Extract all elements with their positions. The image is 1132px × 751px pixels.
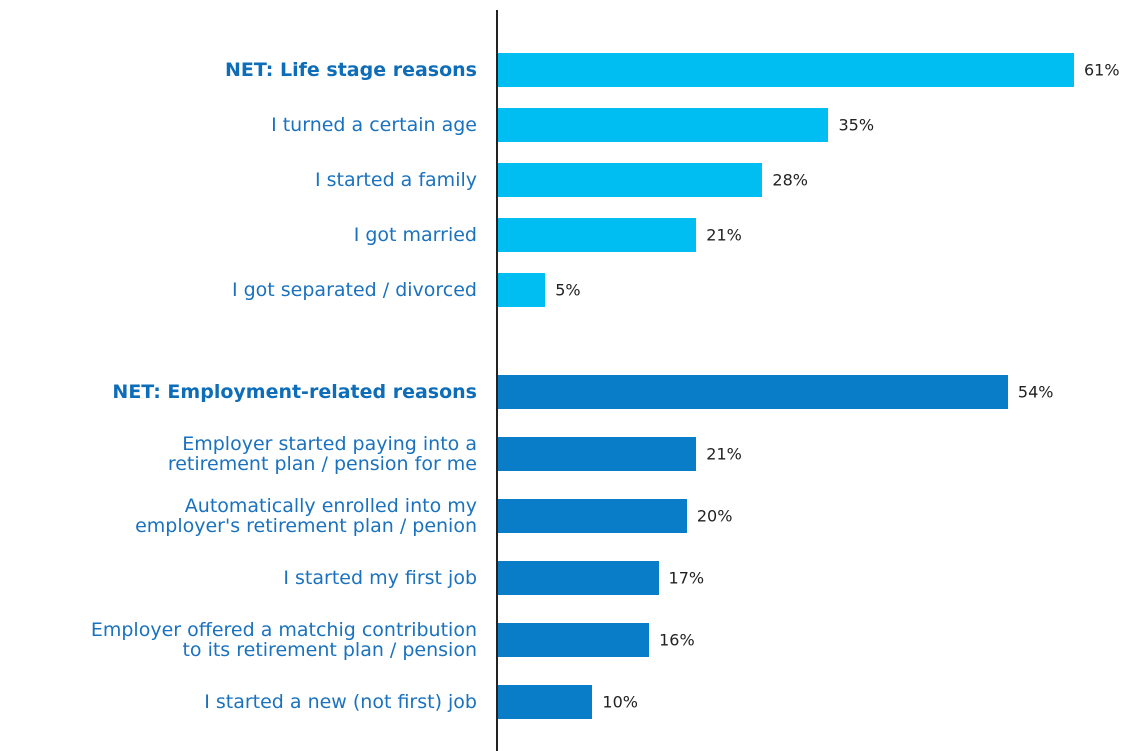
category-label: I got married <box>353 224 477 246</box>
bar <box>498 685 593 719</box>
bar <box>498 375 1008 409</box>
bar <box>498 108 829 142</box>
category-label: NET: Employment-related reasons <box>112 381 477 403</box>
value-label: 10% <box>602 692 638 712</box>
bar <box>498 623 650 657</box>
category-label: I started a new (not first) job <box>204 691 477 713</box>
value-label: 54% <box>1017 382 1054 402</box>
bar <box>498 163 763 197</box>
bar <box>498 273 546 307</box>
value-label: 61% <box>1084 60 1120 80</box>
bar <box>498 437 697 471</box>
value-label: 5% <box>555 280 581 300</box>
value-label: 28% <box>772 170 808 190</box>
value-label: 17% <box>668 568 705 588</box>
axis-line <box>496 10 498 751</box>
category-label: Employer started paying into a retiremen… <box>167 433 477 475</box>
category-label: Employer offered a matchig contribution … <box>90 619 477 661</box>
category-label: I got separated / divorced <box>231 279 477 301</box>
value-label: 21% <box>706 444 742 464</box>
value-label: 20% <box>696 506 733 526</box>
bar <box>498 53 1074 87</box>
value-label: 21% <box>706 225 742 245</box>
bar <box>498 499 687 533</box>
bar <box>498 561 659 595</box>
value-label: 35% <box>838 115 875 135</box>
category-label: I started a family <box>314 169 477 191</box>
bar <box>498 218 697 252</box>
category-label: Automatically enrolled into my employer'… <box>135 495 477 537</box>
value-label: 16% <box>659 630 695 650</box>
category-label: NET: Life stage reasons <box>225 59 477 81</box>
category-label: I started my first job <box>283 567 477 589</box>
category-label: I turned a certain age <box>271 114 477 136</box>
